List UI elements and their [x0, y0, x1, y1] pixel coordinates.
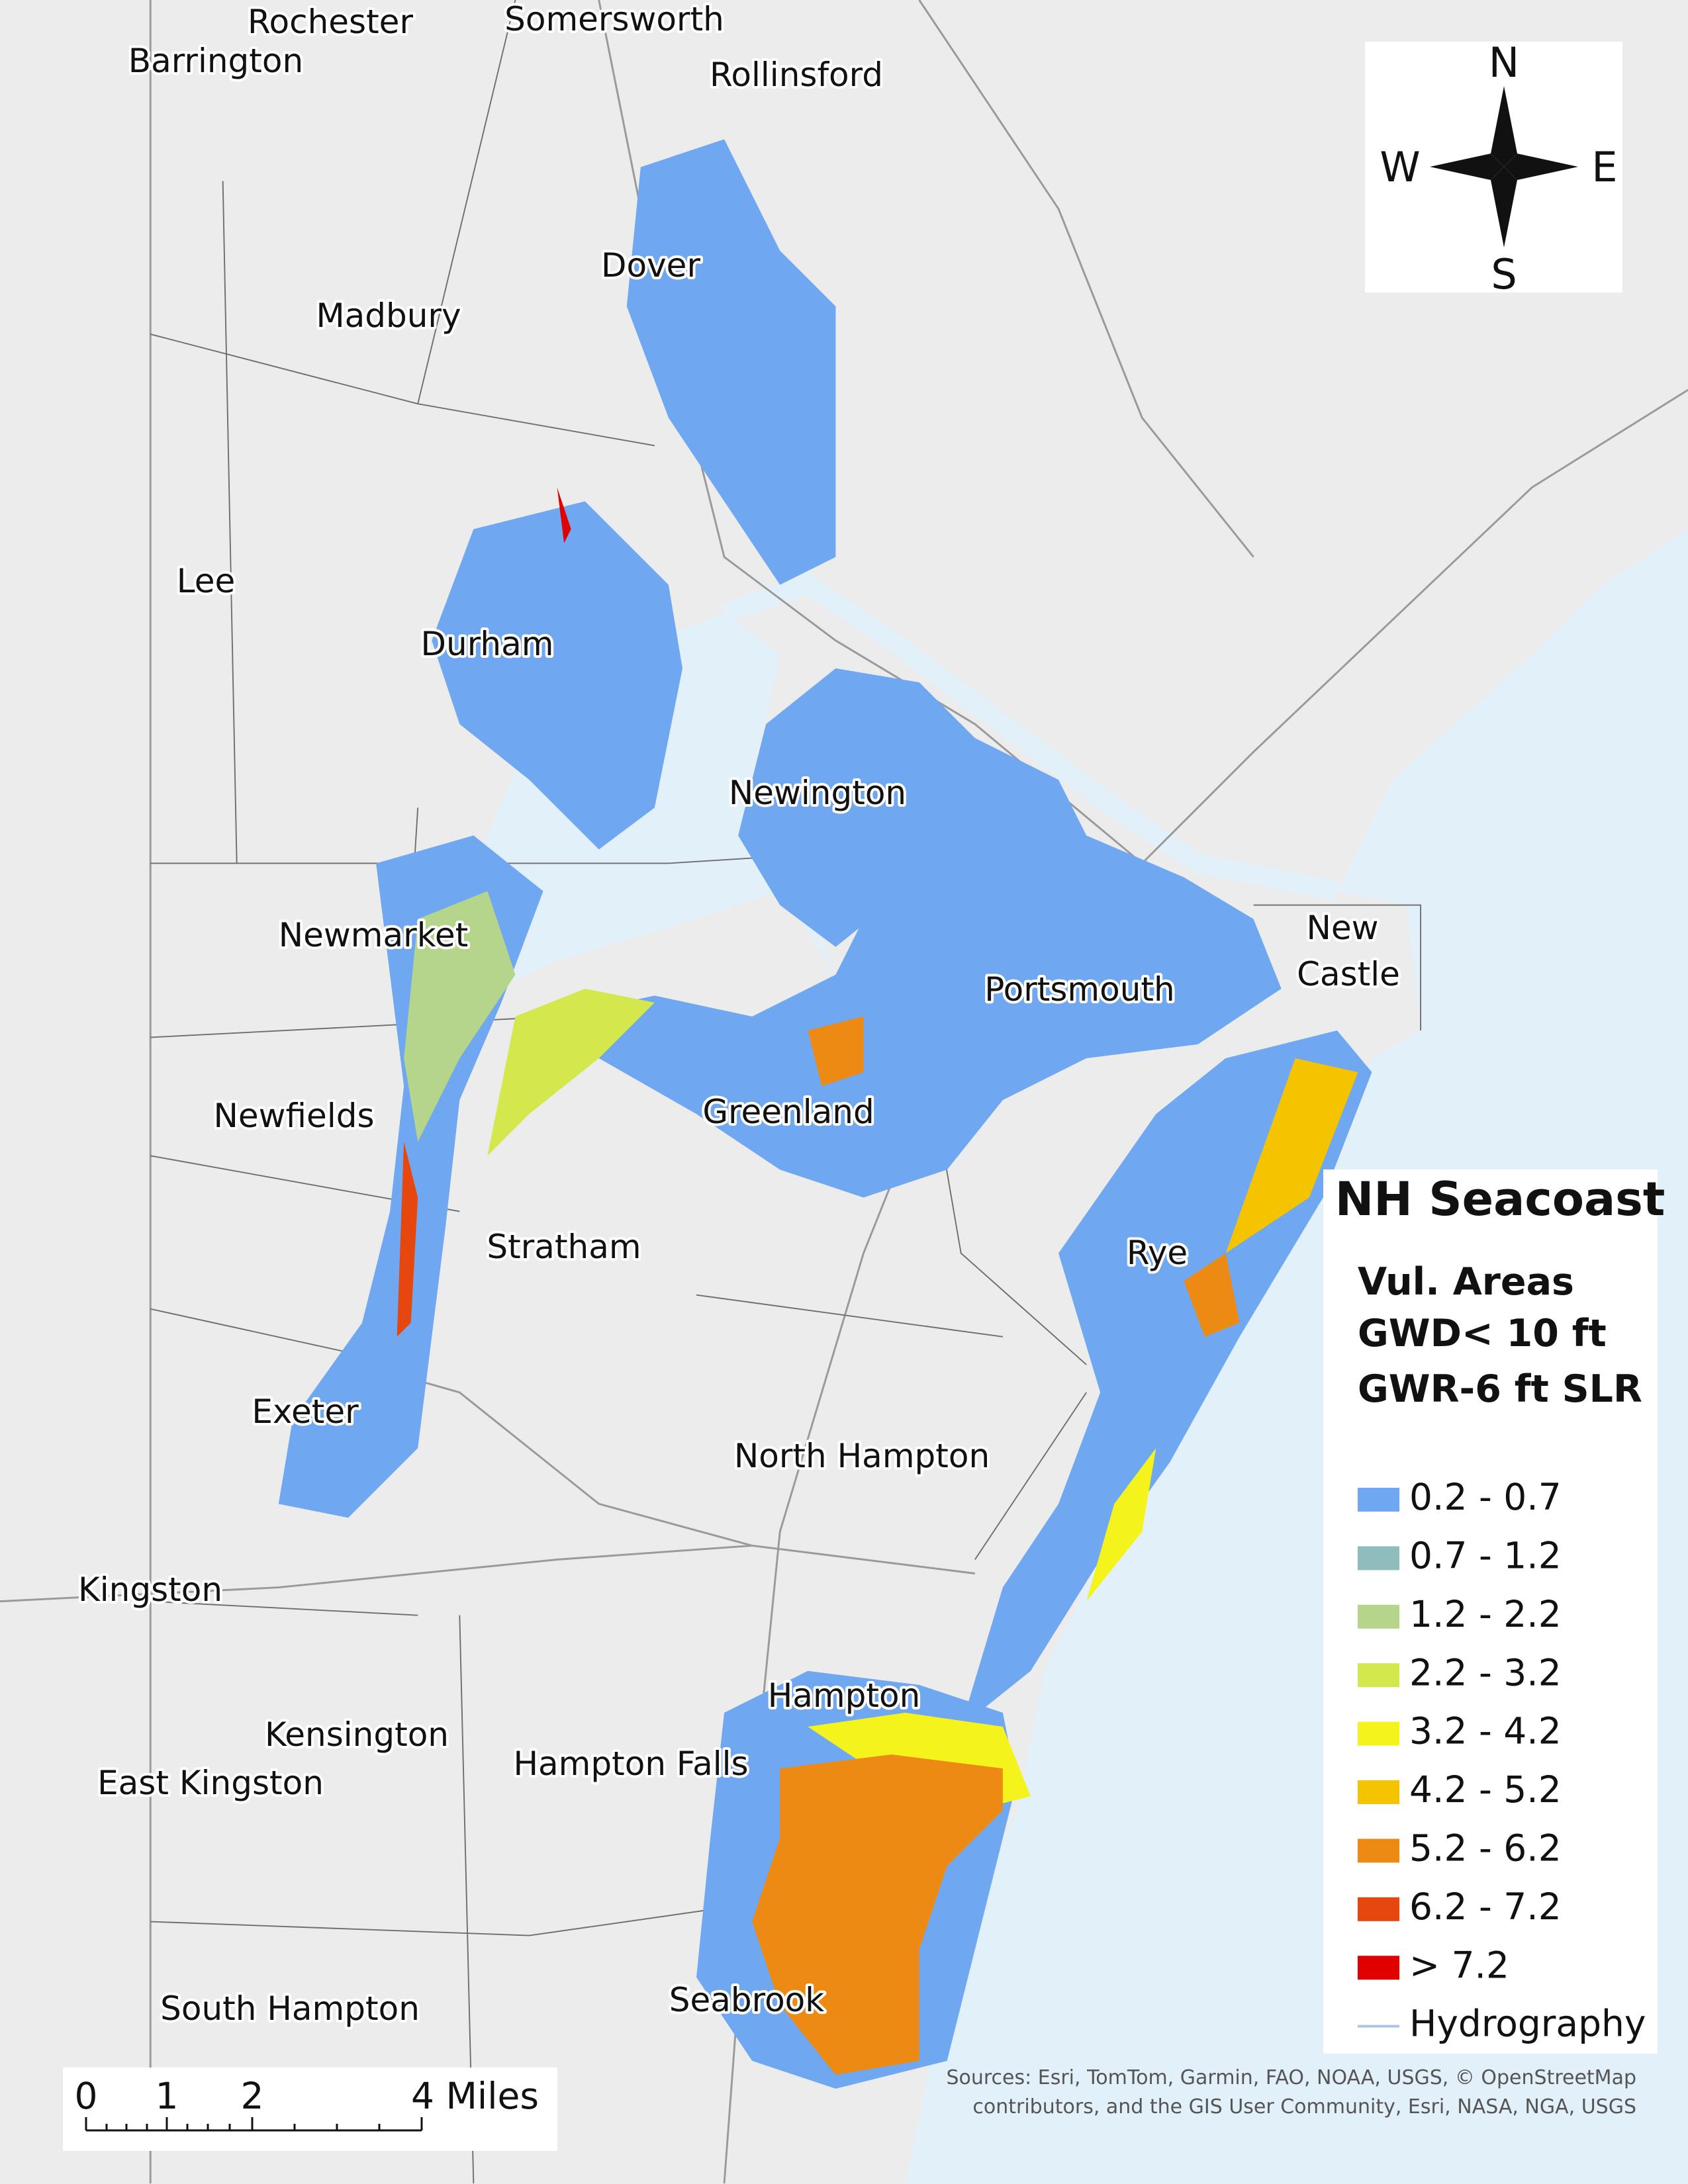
scale-bar-line — [85, 2117, 423, 2132]
legend-swatch — [1358, 1956, 1399, 1980]
compass-label: E — [1591, 143, 1617, 191]
compass-label: N — [1489, 38, 1519, 87]
place-label: Exeter — [252, 1392, 359, 1431]
compass-label: S — [1491, 250, 1517, 298]
vulnerable-area — [738, 668, 1087, 947]
vulnerable-area — [626, 139, 836, 585]
legend-label: 6.2 - 7.2 — [1409, 1886, 1562, 1928]
legend-label: 5.2 - 6.2 — [1409, 1827, 1562, 1870]
place-label: Rye — [1127, 1234, 1188, 1272]
place-label: Greenland — [702, 1093, 874, 1131]
vulnerable-area — [432, 501, 682, 850]
scale-bar-label: 0 — [75, 2075, 98, 2117]
vulnerable-area — [404, 891, 516, 1142]
legend-swatch — [1358, 1488, 1399, 1512]
road — [0, 1544, 975, 1603]
compass-label: W — [1380, 143, 1420, 191]
place-labels: Rochester Somersworth Barrington Rollins… — [75, 0, 1403, 2030]
compass-arrow — [1430, 154, 1504, 180]
scale-bar-label: 4 Miles — [411, 2075, 539, 2117]
compass-arrow — [1504, 154, 1578, 180]
place-label: Dover — [601, 246, 700, 285]
place-label: Somersworth — [504, 0, 724, 38]
legend-subtitle: Vul. Areas — [1358, 1260, 1574, 1304]
place-label: Newington — [729, 774, 906, 812]
place-label: South Hampton — [160, 1989, 420, 2028]
road — [918, 0, 1254, 558]
vulnerable-area — [808, 1016, 864, 1087]
scale-bar-label: 1 — [156, 2075, 179, 2117]
scale-bar-box — [63, 2068, 557, 2151]
place-label: Madbury — [316, 296, 461, 335]
vulnerable-area — [397, 1142, 418, 1337]
legend-label: Hydrography — [1409, 2003, 1646, 2045]
vulnerable-area — [752, 1754, 1003, 2075]
legend-swatch — [1358, 1897, 1399, 1921]
legend-swatch — [1358, 1780, 1399, 1804]
place-label: Hampton — [768, 1676, 921, 1715]
vulnerable-area — [557, 487, 571, 543]
legend-swatch — [1358, 1663, 1399, 1688]
scale-bar-label: 2 — [241, 2075, 264, 2117]
legend-label: 0.7 - 1.2 — [1409, 1535, 1562, 1577]
place-label: Kingston — [78, 1570, 222, 1609]
vulnerable-area — [1086, 1448, 1156, 1602]
legend-label: 0.2 - 0.7 — [1409, 1476, 1562, 1518]
place-label: Seabrook — [669, 1981, 825, 2019]
legend-label: 2.2 - 3.2 — [1409, 1651, 1562, 1694]
place-label: Kensington — [265, 1715, 449, 1754]
vulnerable-area — [1225, 1058, 1358, 1253]
place-label: New — [1306, 909, 1378, 947]
place-label: East Kingston — [97, 1764, 324, 1802]
legend-title: NH Seacoast — [1335, 1172, 1665, 1226]
legend-swatch — [1358, 1721, 1399, 1746]
scale-bar: 0 1 2 4 Miles — [63, 2068, 557, 2151]
legend-swatch — [1358, 1604, 1399, 1629]
place-label: North Hampton — [734, 1437, 990, 1475]
place-label: Newfields — [214, 1097, 375, 1135]
place-label: Barrington — [128, 42, 303, 80]
place-label: Portsmouth — [984, 970, 1174, 1009]
compass-arrow — [1491, 167, 1517, 248]
legend-label: > 7.2 — [1409, 1944, 1509, 1986]
place-label: Stratham — [487, 1228, 641, 1266]
place-label: Rollinsford — [710, 56, 883, 94]
vulnerable-area — [557, 835, 1282, 1198]
compass: N W E S — [1365, 38, 1622, 298]
compass-arrow — [1491, 86, 1517, 167]
legend-subtitle: GWD< 10 ft — [1358, 1312, 1607, 1355]
place-label: Newmarket — [279, 916, 469, 954]
place-label: Lee — [177, 562, 236, 600]
legend-label: 3.2 - 4.2 — [1409, 1710, 1562, 1752]
legend-label: 1.2 - 2.2 — [1409, 1593, 1562, 1635]
place-label: Castle — [1297, 955, 1400, 993]
legend-label: 4.2 - 5.2 — [1409, 1768, 1562, 1811]
legend: NH Seacoast Vul. Areas GWD< 10 ft GWR-6 … — [1323, 1169, 1665, 2054]
place-label: Hampton Falls — [513, 1745, 748, 1783]
legend-swatch — [1358, 1546, 1399, 1570]
vulnerable-area — [1184, 1253, 1240, 1337]
sources: contributors, and the GIS User Community… — [972, 2095, 1636, 2118]
sources: Sources: Esri, TomTom, Garmin, FAO, NOAA… — [946, 2066, 1636, 2089]
vulnerable-area — [487, 988, 655, 1156]
place-label: Durham — [421, 625, 554, 663]
legend-swatch — [1358, 1839, 1399, 1863]
legend-subtitle: GWR-6 ft SLR — [1358, 1367, 1642, 1411]
place-label: Rochester — [248, 3, 413, 41]
town-border — [150, 0, 1422, 2184]
